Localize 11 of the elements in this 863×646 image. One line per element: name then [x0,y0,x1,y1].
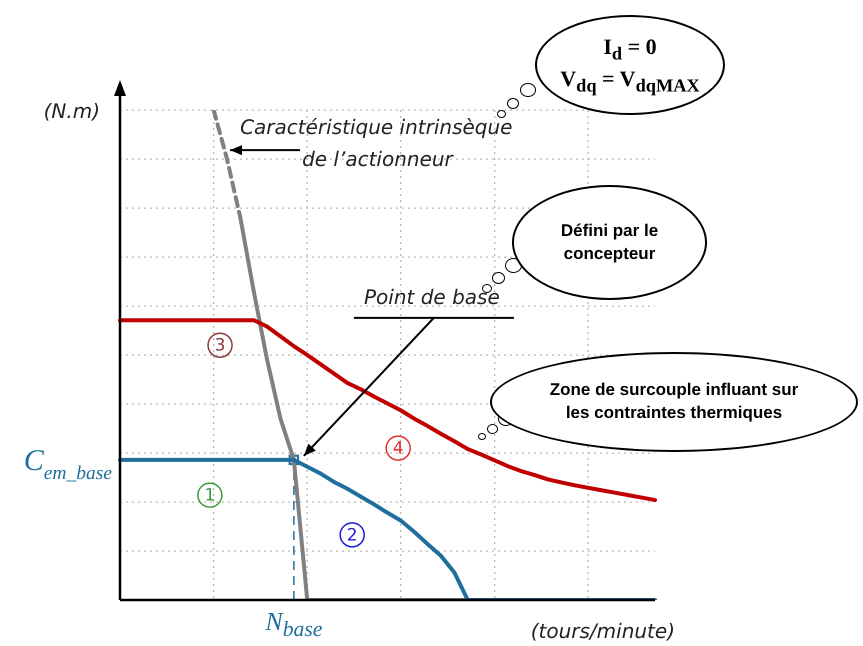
annotation: Défini par le concepteur [560,220,660,264]
annotation: 2 [346,525,358,546]
x-axis-title: (tours/minute) [530,619,676,643]
y-axis-title: (N.m) [44,99,100,123]
annotation: Point de base [364,284,500,309]
annotation: Caractéristique intrinsèque de l’actionneur [240,115,512,172]
annotation: 1 [204,486,216,506]
annotation: 4 [392,438,404,459]
annotation: Zone de surcouple influant sur les contraintes thermiques [548,379,800,424]
annotation: 3 [214,336,226,356]
text: N$_{base}$ [265,607,322,642]
